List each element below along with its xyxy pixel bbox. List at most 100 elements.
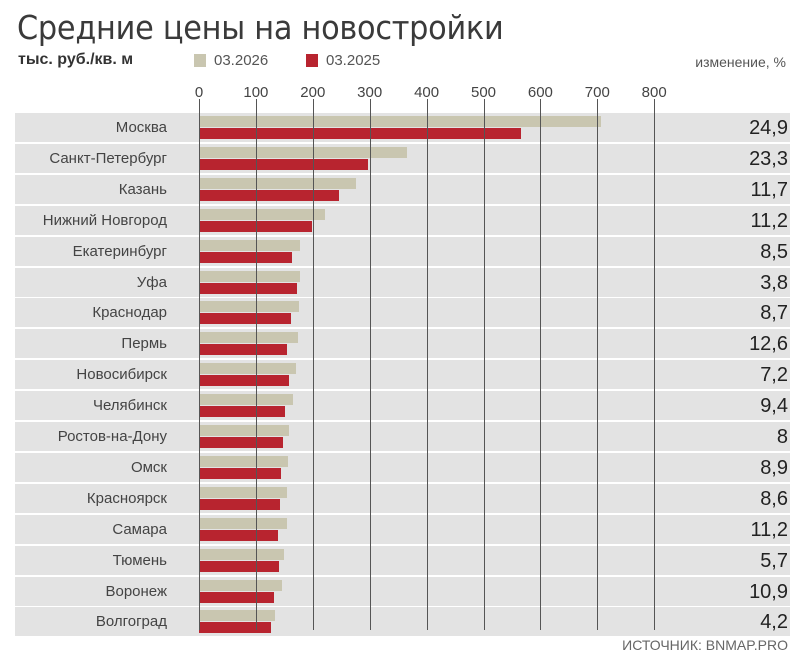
city-label: Краснодар xyxy=(92,304,167,322)
change-value: 10,9 xyxy=(749,580,788,603)
chart-row: Краснодар 8,7 xyxy=(15,298,790,328)
city-label: Тюмень xyxy=(112,551,167,569)
city-label: Санкт-Петербург xyxy=(49,149,167,167)
bar-2026 xyxy=(199,239,301,251)
change-value: 4,2 xyxy=(760,611,788,634)
gridline xyxy=(483,99,485,630)
chart-row: Воронеж 10,9 xyxy=(15,576,790,606)
city-label: Пермь xyxy=(121,335,167,353)
change-column-header: изменение, % xyxy=(695,54,786,70)
city-label: Москва xyxy=(115,119,167,136)
chart-row: Новосибирск 7,2 xyxy=(15,360,790,390)
bar-2026 xyxy=(199,455,289,467)
city-label: Казань xyxy=(118,180,167,198)
bar-2025 xyxy=(199,158,368,170)
change-value: 11,2 xyxy=(750,518,788,541)
chart-row: Омск 8,9 xyxy=(15,452,790,482)
city-label: Воронеж xyxy=(105,582,167,600)
city-label: Волгоград xyxy=(95,613,167,631)
gridline xyxy=(540,99,542,630)
bar-2026 xyxy=(199,208,325,220)
city-label: Уфа xyxy=(136,273,167,291)
change-value: 12,6 xyxy=(749,333,788,356)
source-note: ИСТОЧНИК: BNMAP.PRO xyxy=(622,637,788,653)
chart-row: Пермь 12,6 xyxy=(15,329,790,359)
bar-2026 xyxy=(199,146,408,158)
axis-tick-label: 200 xyxy=(300,84,326,101)
axis-tick-label: 700 xyxy=(584,84,610,101)
bar-2025 xyxy=(199,529,279,541)
axis-tick-label: 600 xyxy=(527,84,553,101)
bar-2025 xyxy=(199,467,281,479)
unit-label: тыс. руб./кв. м xyxy=(18,51,134,68)
city-label: Красноярск xyxy=(86,489,167,507)
change-value: 11,2 xyxy=(750,209,788,232)
change-value: 8,6 xyxy=(760,487,788,510)
legend-label-2025: 03.2025 xyxy=(326,52,381,69)
gridline xyxy=(369,99,371,630)
bar-2025 xyxy=(199,220,313,232)
legend-item-2025: 03.2025 xyxy=(306,52,380,69)
bar-2026 xyxy=(199,394,294,406)
city-label: Нижний Новгород xyxy=(42,211,167,229)
bar-2026 xyxy=(199,116,601,127)
axis-tick-label: 800 xyxy=(641,84,667,101)
gridline xyxy=(312,99,314,630)
bar-2026 xyxy=(199,332,298,344)
axis-tick-label: 500 xyxy=(470,84,497,101)
legend-item-2026: 03.2026 xyxy=(194,52,268,69)
change-value: 3,8 xyxy=(760,271,788,294)
bar-2025 xyxy=(199,406,286,418)
axis-tick-label: 400 xyxy=(414,84,440,101)
bar-2025 xyxy=(199,128,522,139)
change-value: 7,2 xyxy=(760,364,788,387)
bar-2025 xyxy=(199,560,280,572)
bar-2025 xyxy=(199,591,274,603)
bar-2025 xyxy=(199,251,293,263)
chart-row: Уфа 3,8 xyxy=(15,267,790,297)
bar-2025 xyxy=(199,622,272,634)
bar-2026 xyxy=(199,579,282,591)
chart-row: Екатеринбург 8,5 xyxy=(15,236,790,266)
bar-2026 xyxy=(199,486,287,498)
city-label: Челябинск xyxy=(92,397,167,415)
chart-row: Красноярск 8,6 xyxy=(15,483,790,513)
city-label: Ростов-на-Дону xyxy=(57,428,167,445)
change-value: 5,7 xyxy=(760,549,788,572)
bar-2025 xyxy=(199,313,291,325)
chart-row: Москва 24,9 xyxy=(15,113,790,142)
change-value: 8,7 xyxy=(760,302,788,325)
bar-2025 xyxy=(199,437,283,448)
chart-row: Самара 11,2 xyxy=(15,514,790,544)
change-value: 8,9 xyxy=(760,456,788,479)
change-value: 23,3 xyxy=(749,147,788,170)
legend-swatch-2025 xyxy=(306,54,318,67)
gridline xyxy=(654,99,656,630)
legend-swatch-2026 xyxy=(194,54,206,67)
bar-2025 xyxy=(199,282,297,294)
city-label: Новосибирск xyxy=(76,366,167,384)
bar-2026 xyxy=(199,610,275,622)
gridline xyxy=(426,99,428,630)
chart-row: Ростов-на-Дону 8 xyxy=(15,422,790,451)
city-label: Екатеринбург xyxy=(72,242,167,260)
bar-2026 xyxy=(199,270,300,282)
change-value: 9,4 xyxy=(760,395,788,418)
bar-2026 xyxy=(199,517,287,529)
change-value: 8 xyxy=(776,426,788,448)
change-value: 24,9 xyxy=(749,117,788,139)
chart-title: Средние цены на новостройки xyxy=(17,8,504,47)
axis-tick-label: 0 xyxy=(194,84,204,101)
city-label: Самара xyxy=(112,520,167,538)
change-value: 8,5 xyxy=(760,240,788,263)
chart-row: Челябинск 9,4 xyxy=(15,391,790,421)
bar-2025 xyxy=(199,189,339,201)
axis-tick-label: 100 xyxy=(243,84,269,101)
bar-2026 xyxy=(199,548,285,560)
bar-2026 xyxy=(199,177,357,189)
gridline xyxy=(597,99,599,630)
bar-2025 xyxy=(199,498,280,510)
chart-row: Тюмень 5,7 xyxy=(15,545,790,575)
chart-row: Казань 11,7 xyxy=(15,174,790,204)
bar-2025 xyxy=(199,375,290,387)
